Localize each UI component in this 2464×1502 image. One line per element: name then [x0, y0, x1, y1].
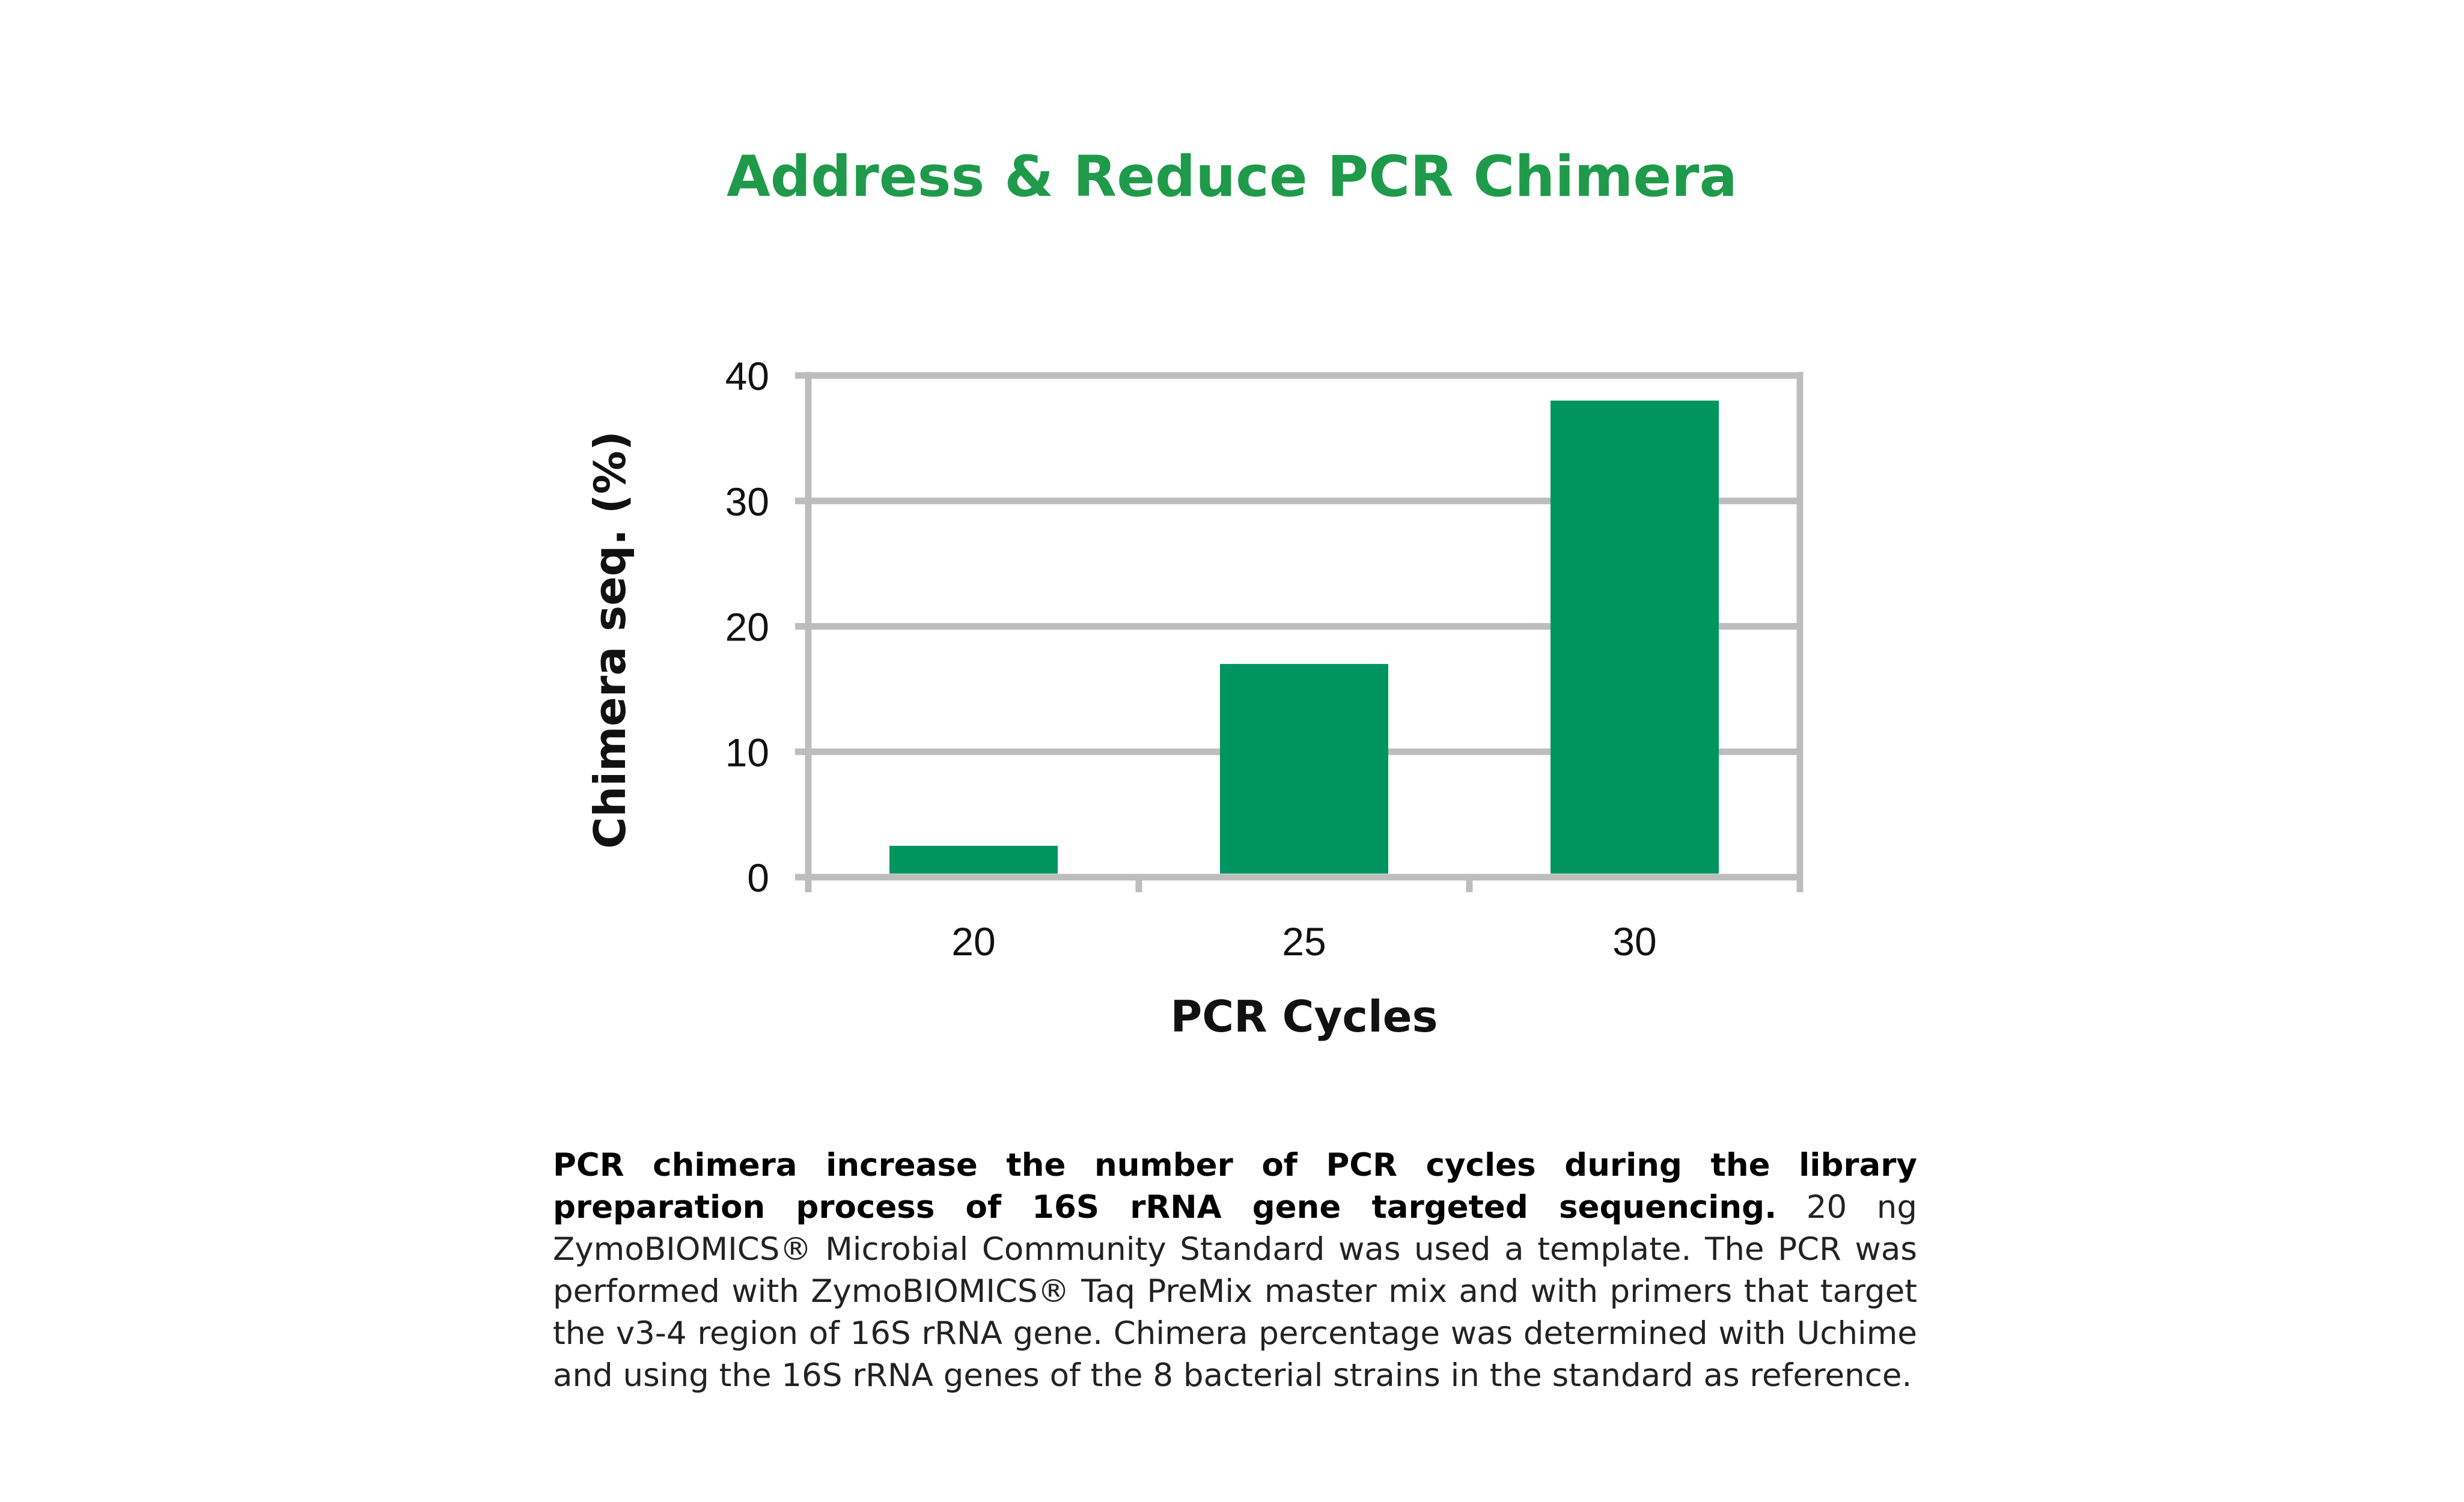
x-tick-labels: 20 25 30 — [951, 919, 1656, 964]
bar-20 — [889, 845, 1058, 874]
chart-title: Address & Reduce PCR Chimera — [727, 144, 1737, 210]
x-tick-label: 20 — [951, 919, 995, 964]
caption-bold: PCR chimera increase the number of PCR c… — [553, 1147, 1917, 1226]
y-tick-label: 40 — [725, 354, 769, 398]
bars — [889, 400, 1719, 874]
y-tick-label: 0 — [747, 856, 769, 900]
bar-30 — [1551, 400, 1719, 874]
y-axis-label: Chimera seq. (%) — [585, 431, 635, 849]
figure-caption: PCR chimera increase the number of PCR c… — [553, 1145, 1917, 1397]
y-tick-label: 30 — [725, 479, 769, 524]
axes — [805, 372, 1804, 892]
y-tick-labels: 0 10 20 30 40 — [725, 354, 769, 900]
y-tick-label: 10 — [725, 730, 769, 774]
x-tick-label: 30 — [1612, 919, 1656, 964]
caption-body: 20 ng ZymoBIOMICS® Microbial Community S… — [553, 1189, 1917, 1394]
bar-25 — [1220, 664, 1388, 874]
y-tick-label: 20 — [725, 605, 769, 649]
x-tick-label: 25 — [1282, 919, 1326, 964]
x-axis-label: PCR Cycles — [1170, 991, 1438, 1042]
